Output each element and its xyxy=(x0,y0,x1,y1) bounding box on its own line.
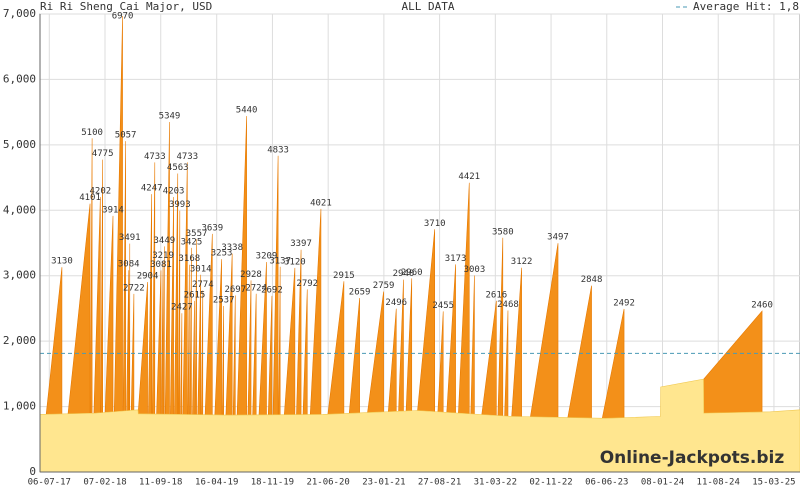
x-tick-label: 06-06-23 xyxy=(585,478,628,488)
hit-label: 6970 xyxy=(112,12,134,22)
hit-label: 3130 xyxy=(51,257,73,267)
hit-label: 3137 xyxy=(269,256,291,266)
hit-label: 2427 xyxy=(171,303,193,313)
hit-label: 3003 xyxy=(464,265,486,275)
y-tick-label: 0 xyxy=(29,465,36,478)
hit-label: 3993 xyxy=(169,200,191,210)
hit-label: 4733 xyxy=(176,152,198,162)
hit-label: 3397 xyxy=(290,239,312,249)
y-tick-label: 1,000 xyxy=(3,400,36,413)
chart-title: Ri Ri Sheng Cai Major, USD xyxy=(40,0,212,13)
hit-label: 2904 xyxy=(137,271,159,281)
hit-label: 5440 xyxy=(236,106,258,116)
x-tick-label: 18-11-19 xyxy=(251,478,294,488)
hit-label: 3173 xyxy=(445,254,467,264)
x-tick-label: 31-03-22 xyxy=(474,478,517,488)
x-tick-label: 08-01-24 xyxy=(641,478,684,488)
hit-label: 4101 xyxy=(79,193,101,203)
hit-label: 3120 xyxy=(284,257,306,267)
hit-label: 2915 xyxy=(333,271,355,281)
hit-label: 5057 xyxy=(115,131,137,141)
hit-label: 4733 xyxy=(144,152,166,162)
hit-label: 4203 xyxy=(163,187,185,197)
hit-label: 2537 xyxy=(213,296,235,306)
hit-label: 3209 xyxy=(256,252,278,262)
hit-label: 2848 xyxy=(581,275,603,285)
hit-label: 4202 xyxy=(90,187,112,197)
hit-label: 2928 xyxy=(240,270,262,280)
hit-label: 3580 xyxy=(492,227,514,237)
y-tick-label: 5,000 xyxy=(3,138,36,151)
legend-label: Average Hit: 1,814 xyxy=(693,0,800,13)
x-tick-label: 23-01-21 xyxy=(362,478,405,488)
hit-label: 2468 xyxy=(497,300,519,310)
x-tick-label: 11-09-18 xyxy=(139,478,182,488)
x-tick-label: 16-04-19 xyxy=(195,478,238,488)
hit-label: 4421 xyxy=(458,172,480,182)
hit-label: 2940 xyxy=(393,269,415,279)
hit-label: 3014 xyxy=(190,264,212,274)
y-tick-label: 6,000 xyxy=(3,72,36,85)
hit-label: 3449 xyxy=(154,236,176,246)
y-tick-label: 2,000 xyxy=(3,334,36,347)
y-tick-label: 7,000 xyxy=(3,7,36,20)
hit-label: 2692 xyxy=(261,285,283,295)
y-tick-label: 3,000 xyxy=(3,269,36,282)
hit-label: 3122 xyxy=(511,257,533,267)
hit-label: 3639 xyxy=(201,223,223,233)
hit-label: 3914 xyxy=(102,205,124,215)
hit-label: 2496 xyxy=(385,298,407,308)
hit-label: 3219 xyxy=(152,251,174,261)
hit-label: 2724 xyxy=(245,283,267,293)
hit-label: 3168 xyxy=(179,254,201,264)
hit-label: 5349 xyxy=(159,112,181,122)
x-tick-label: 02-11-22 xyxy=(529,478,572,488)
hit-label: 2455 xyxy=(432,301,454,311)
hit-label: 3491 xyxy=(119,233,141,243)
x-tick-label: 27-08-21 xyxy=(418,478,461,488)
hit-label: 2492 xyxy=(613,298,635,308)
base-area xyxy=(39,378,800,473)
hit-label: 2659 xyxy=(349,288,371,298)
hit-label: 2697 xyxy=(224,285,246,295)
hit-label: 3710 xyxy=(424,219,446,229)
hit-label: 4021 xyxy=(310,198,332,208)
hit-label: 3338 xyxy=(221,243,243,253)
hit-label: 2774 xyxy=(192,280,214,290)
hit-label: 5100 xyxy=(81,128,103,138)
hit-label: 2460 xyxy=(751,301,773,311)
hit-label: 3253 xyxy=(211,249,233,259)
hit-label: 2792 xyxy=(296,279,318,289)
hit-label: 3081 xyxy=(150,260,172,270)
hit-label: 2722 xyxy=(123,283,145,293)
hit-label: 2960 xyxy=(401,268,423,278)
hit-label: 3497 xyxy=(547,233,569,243)
hit-label: 4775 xyxy=(92,149,114,159)
x-tick-label: 11-08-24 xyxy=(697,478,740,488)
watermark: Online-Jackpots.biz xyxy=(600,448,785,468)
hit-label: 3557 xyxy=(186,229,208,239)
hit-label: 3084 xyxy=(118,260,140,270)
x-tick-label: 15-03-25 xyxy=(752,478,795,488)
hit-label: 4247 xyxy=(141,184,163,194)
hit-label: 3425 xyxy=(181,237,203,247)
x-tick-label: 21-06-20 xyxy=(306,478,349,488)
y-tick-label: 4,000 xyxy=(3,203,36,216)
chart-subtitle: ALL DATA xyxy=(402,0,455,13)
hit-label: 4563 xyxy=(167,163,189,173)
x-tick-label: 06-07-17 xyxy=(28,478,71,488)
x-tick-label: 07-02-18 xyxy=(83,478,126,488)
hit-label: 4833 xyxy=(267,145,289,155)
hit-label: 2759 xyxy=(373,281,395,291)
hit-label: 2615 xyxy=(184,290,206,300)
hit-label: 2616 xyxy=(486,290,508,300)
